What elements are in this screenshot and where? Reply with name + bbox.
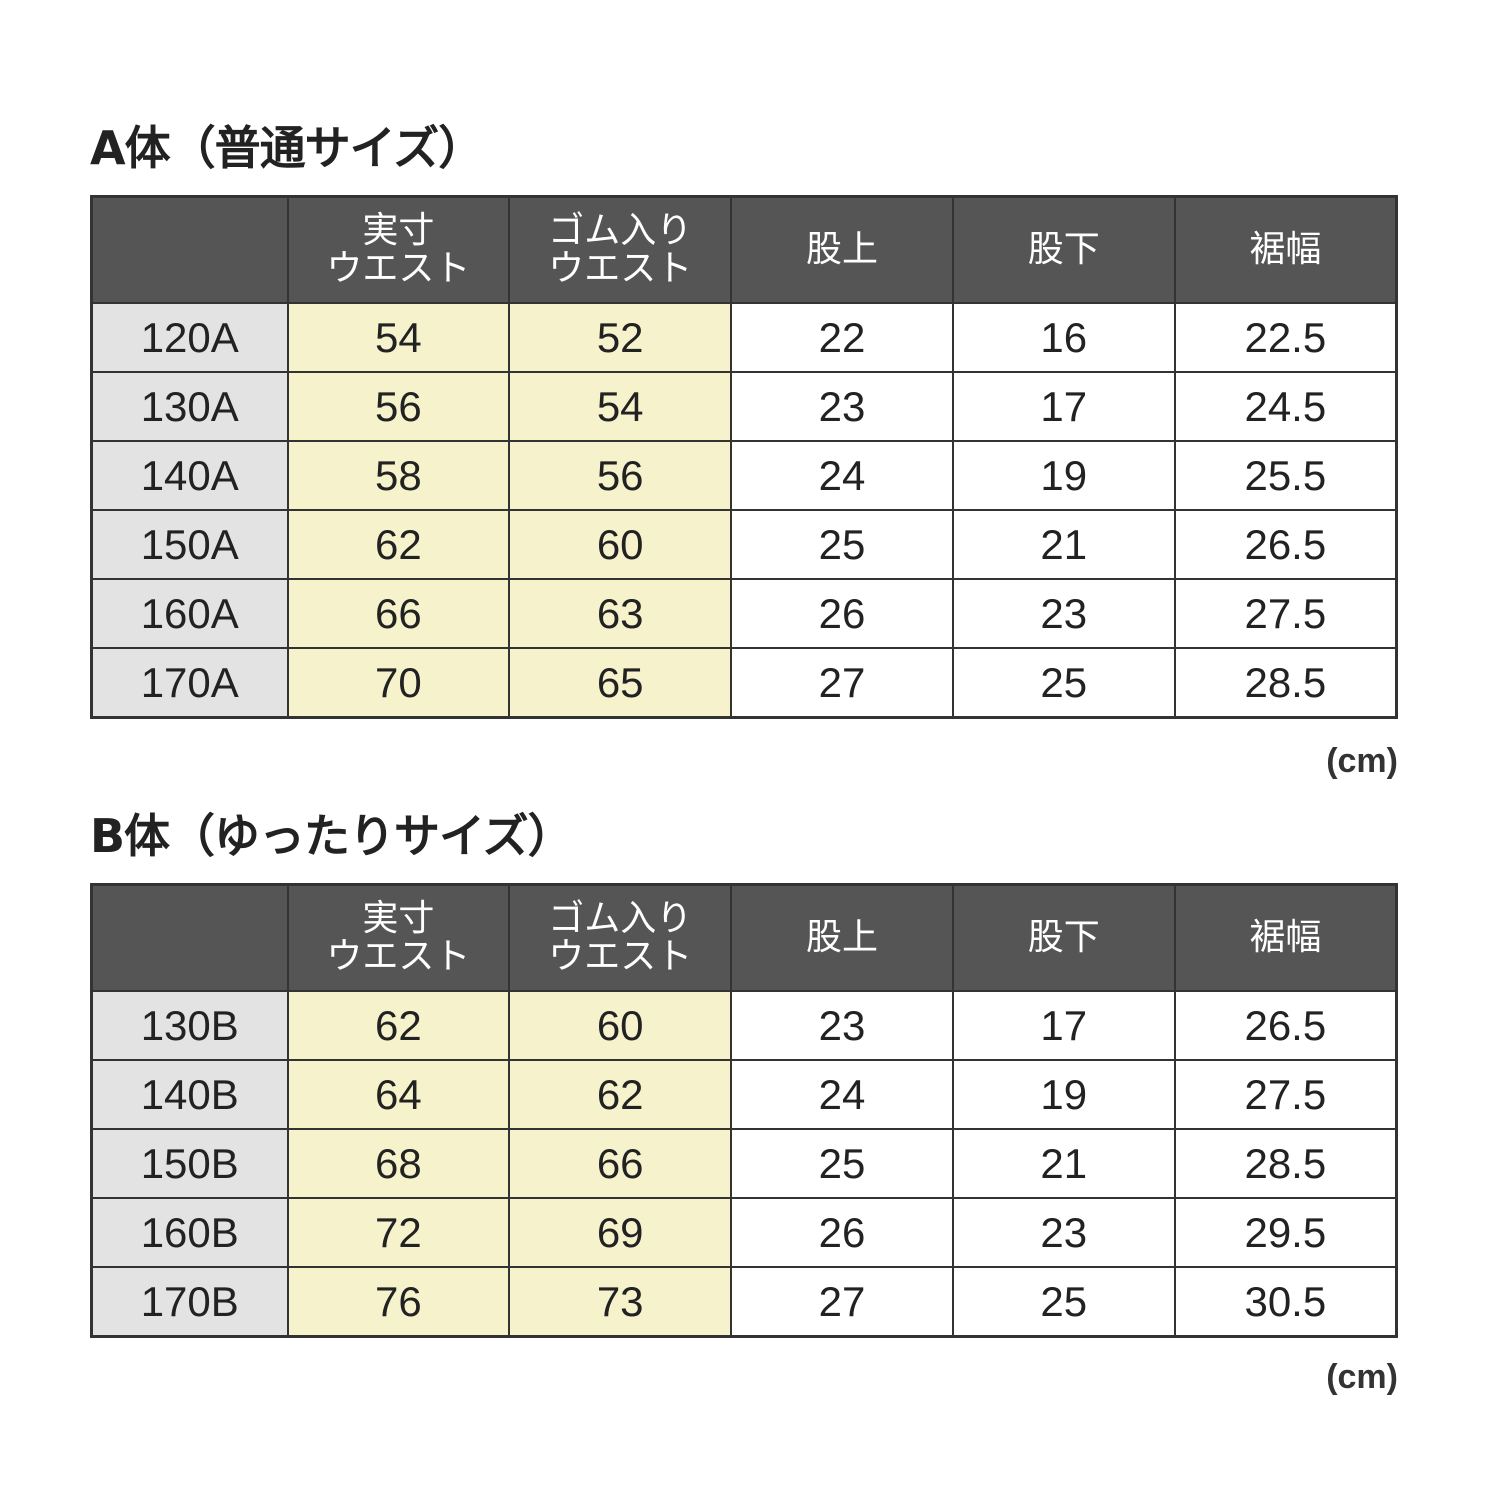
cell-inseam: 25 [951, 647, 1176, 719]
cell-size: 170B [90, 1266, 289, 1338]
cell-elastic-waist: 52 [508, 302, 733, 373]
cell-actual-waist: 70 [286, 647, 511, 719]
cell-hem-width: 28.5 [1173, 1128, 1398, 1199]
cell-hem-width: 25.5 [1173, 440, 1398, 511]
cell-rise: 23 [730, 371, 954, 442]
table-row: 170A 70 65 27 25 28.5 [90, 647, 1398, 719]
cell-actual-waist: 62 [286, 990, 511, 1061]
cell-rise: 26 [730, 578, 954, 649]
cell-rise: 27 [730, 1266, 954, 1338]
cell-hem-width: 28.5 [1173, 647, 1398, 719]
cell-size: 140A [90, 440, 289, 511]
cell-elastic-waist: 63 [508, 578, 733, 649]
cell-hem-width: 30.5 [1173, 1266, 1398, 1338]
cell-rise: 26 [730, 1197, 954, 1268]
header-row: 実寸 ウエスト ゴム入り ウエスト 股上 股下 裾幅 [90, 195, 1398, 304]
cell-elastic-waist: 54 [508, 371, 733, 442]
table-row: 160B 72 69 26 23 29.5 [90, 1197, 1398, 1268]
table-row: 140B 64 62 24 19 27.5 [90, 1059, 1398, 1130]
table-a-unit: (cm) [1326, 742, 1398, 780]
table-b-title: B体（ゆったりサイズ） [90, 809, 574, 863]
cell-rise: 22 [730, 302, 954, 373]
cell-actual-waist: 66 [286, 578, 511, 649]
header-rise: 股上 [730, 195, 954, 304]
cell-inseam: 23 [951, 1197, 1176, 1268]
header-actual-waist: 実寸 ウエスト [286, 195, 511, 304]
header-hem-width: 裾幅 [1173, 195, 1398, 304]
cell-size: 160B [90, 1197, 289, 1268]
cell-inseam: 17 [951, 371, 1176, 442]
cell-size: 120A [90, 302, 289, 373]
cell-actual-waist: 72 [286, 1197, 511, 1268]
cell-rise: 27 [730, 647, 954, 719]
header-size [90, 195, 289, 304]
cell-hem-width: 24.5 [1173, 371, 1398, 442]
cell-hem-width: 27.5 [1173, 578, 1398, 649]
cell-hem-width: 22.5 [1173, 302, 1398, 373]
cell-elastic-waist: 60 [508, 509, 733, 580]
header-row: 実寸 ウエスト ゴム入り ウエスト 股上 股下 裾幅 [90, 883, 1398, 992]
cell-actual-waist: 58 [286, 440, 511, 511]
cell-inseam: 25 [951, 1266, 1176, 1338]
cell-rise: 25 [730, 509, 954, 580]
cell-rise: 24 [730, 440, 954, 511]
table-row: 170B 76 73 27 25 30.5 [90, 1266, 1398, 1338]
table-row: 130B 62 60 23 17 26.5 [90, 990, 1398, 1061]
cell-elastic-waist: 65 [508, 647, 733, 719]
cell-size: 140B [90, 1059, 289, 1130]
cell-actual-waist: 54 [286, 302, 511, 373]
cell-elastic-waist: 69 [508, 1197, 733, 1268]
size-table-b: 実寸 ウエスト ゴム入り ウエスト 股上 股下 裾幅 130B 62 60 23 17 26.5 14… [90, 883, 1398, 1338]
header-actual-waist: 実寸 ウエスト [286, 883, 511, 992]
table-row: 150B 68 66 25 21 28.5 [90, 1128, 1398, 1199]
header-inseam: 股下 [951, 883, 1176, 992]
cell-inseam: 16 [951, 302, 1176, 373]
cell-elastic-waist: 73 [508, 1266, 733, 1338]
size-table-a: 実寸 ウエスト ゴム入り ウエスト 股上 股下 裾幅 120A 54 52 22 16 22.5 13… [90, 195, 1398, 719]
table-b-unit: (cm) [1326, 1358, 1398, 1396]
table-a-title: A体（普通サイズ） [90, 121, 484, 175]
table-row: 160A 66 63 26 23 27.5 [90, 578, 1398, 649]
cell-elastic-waist: 60 [508, 990, 733, 1061]
cell-size: 150A [90, 509, 289, 580]
cell-inseam: 21 [951, 1128, 1176, 1199]
cell-size: 160A [90, 578, 289, 649]
cell-actual-waist: 76 [286, 1266, 511, 1338]
cell-size: 150B [90, 1128, 289, 1199]
table-row: 130A 56 54 23 17 24.5 [90, 371, 1398, 442]
cell-size: 170A [90, 647, 289, 719]
cell-hem-width: 27.5 [1173, 1059, 1398, 1130]
cell-inseam: 21 [951, 509, 1176, 580]
cell-elastic-waist: 56 [508, 440, 733, 511]
table-row: 150A 62 60 25 21 26.5 [90, 509, 1398, 580]
cell-size: 130A [90, 371, 289, 442]
header-elastic-waist: ゴム入り ウエスト [508, 883, 733, 992]
header-hem-width: 裾幅 [1173, 883, 1398, 992]
cell-hem-width: 26.5 [1173, 509, 1398, 580]
table-row: 140A 58 56 24 19 25.5 [90, 440, 1398, 511]
cell-inseam: 19 [951, 1059, 1176, 1130]
cell-hem-width: 29.5 [1173, 1197, 1398, 1268]
cell-inseam: 17 [951, 990, 1176, 1061]
cell-size: 130B [90, 990, 289, 1061]
header-rise: 股上 [730, 883, 954, 992]
cell-hem-width: 26.5 [1173, 990, 1398, 1061]
cell-elastic-waist: 66 [508, 1128, 733, 1199]
cell-inseam: 19 [951, 440, 1176, 511]
cell-rise: 25 [730, 1128, 954, 1199]
table-row: 120A 54 52 22 16 22.5 [90, 302, 1398, 373]
cell-elastic-waist: 62 [508, 1059, 733, 1130]
header-inseam: 股下 [951, 195, 1176, 304]
header-size [90, 883, 289, 992]
cell-actual-waist: 62 [286, 509, 511, 580]
cell-inseam: 23 [951, 578, 1176, 649]
cell-actual-waist: 56 [286, 371, 511, 442]
cell-rise: 24 [730, 1059, 954, 1130]
cell-rise: 23 [730, 990, 954, 1061]
header-elastic-waist: ゴム入り ウエスト [508, 195, 733, 304]
cell-actual-waist: 68 [286, 1128, 511, 1199]
cell-actual-waist: 64 [286, 1059, 511, 1130]
